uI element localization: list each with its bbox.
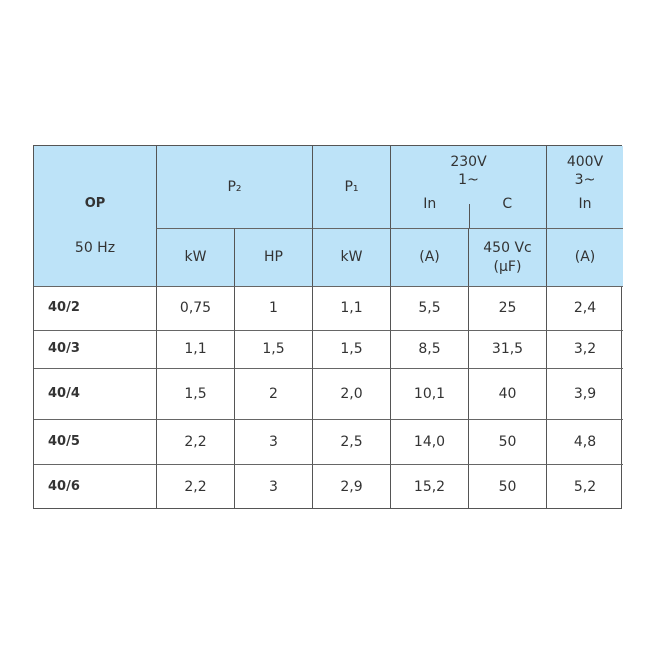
cell-p1-kw: 2,9 — [312, 464, 390, 509]
unit-capacitor-voltage: 450 Vc — [483, 240, 532, 257]
header-op: OP — [84, 196, 106, 212]
cell-p2-hp: 1 — [234, 286, 312, 330]
cell-p2-hp: 1,5 — [234, 330, 312, 368]
row-model: 40/6 — [34, 464, 156, 509]
header-p1: P₁ — [312, 146, 390, 228]
cell-in-230: 5,5 — [390, 286, 468, 330]
header-split — [469, 204, 470, 228]
unit-capacitor-uf: (µF) — [493, 258, 522, 275]
specs-table: OP 50 Hz P₂ P₁ 230V 1~ In C 400V 3~ In k… — [33, 145, 623, 509]
header-230v-phase: 1~ — [458, 172, 479, 189]
header-230v: 230V 1~ In C — [390, 146, 546, 228]
row-model: 40/2 — [34, 286, 156, 330]
cell-p1-kw: 1,5 — [312, 330, 390, 368]
header-400v-label: 400V — [566, 154, 604, 170]
cell-p2-kw: 2,2 — [156, 464, 234, 509]
header-in-400: In — [578, 196, 592, 213]
cell-p2-kw: 2,2 — [156, 419, 234, 464]
row-model: 40/3 — [34, 330, 156, 368]
header-model: OP 50 Hz — [34, 146, 156, 286]
cell-in-400: 2,4 — [546, 286, 623, 330]
cell-in-230: 10,1 — [390, 368, 468, 419]
cell-p1-kw: 1,1 — [312, 286, 390, 330]
unit-kw: kW — [156, 228, 234, 286]
header-in-230: In — [423, 196, 437, 213]
row-model: 40/5 — [34, 419, 156, 464]
cell-in-230: 8,5 — [390, 330, 468, 368]
unit-a-400: (A) — [546, 228, 623, 286]
cell-in-400: 3,2 — [546, 330, 623, 368]
cell-p2-hp: 3 — [234, 464, 312, 509]
cell-in-230: 14,0 — [390, 419, 468, 464]
cell-p1-kw: 2,0 — [312, 368, 390, 419]
header-230v-label: 230V — [450, 154, 487, 170]
row-model: 40/4 — [34, 368, 156, 419]
cell-c: 50 — [468, 464, 546, 509]
unit-hp: HP — [234, 228, 312, 286]
header-400v-phase: 3~ — [574, 172, 596, 189]
cell-p2-hp: 2 — [234, 368, 312, 419]
cell-p2-kw: 1,1 — [156, 330, 234, 368]
cell-p2-kw: 0,75 — [156, 286, 234, 330]
cell-in-400: 3,9 — [546, 368, 623, 419]
header-frequency: 50 Hz — [74, 240, 116, 257]
header-p2: P₂ — [156, 146, 312, 228]
cell-c: 31,5 — [468, 330, 546, 368]
cell-p2-hp: 3 — [234, 419, 312, 464]
cell-p1-kw: 2,5 — [312, 419, 390, 464]
unit-a-230: (A) — [390, 228, 468, 286]
cell-c: 50 — [468, 419, 546, 464]
unit-kw-p1: kW — [312, 228, 390, 286]
cell-c: 25 — [468, 286, 546, 330]
unit-capacitor: 450 Vc (µF) — [468, 228, 546, 286]
cell-c: 40 — [468, 368, 546, 419]
header-400v: 400V 3~ In — [546, 146, 623, 228]
cell-in-230: 15,2 — [390, 464, 468, 509]
cell-in-400: 5,2 — [546, 464, 623, 509]
header-c-230: C — [502, 196, 513, 213]
cell-p2-kw: 1,5 — [156, 368, 234, 419]
cell-in-400: 4,8 — [546, 419, 623, 464]
